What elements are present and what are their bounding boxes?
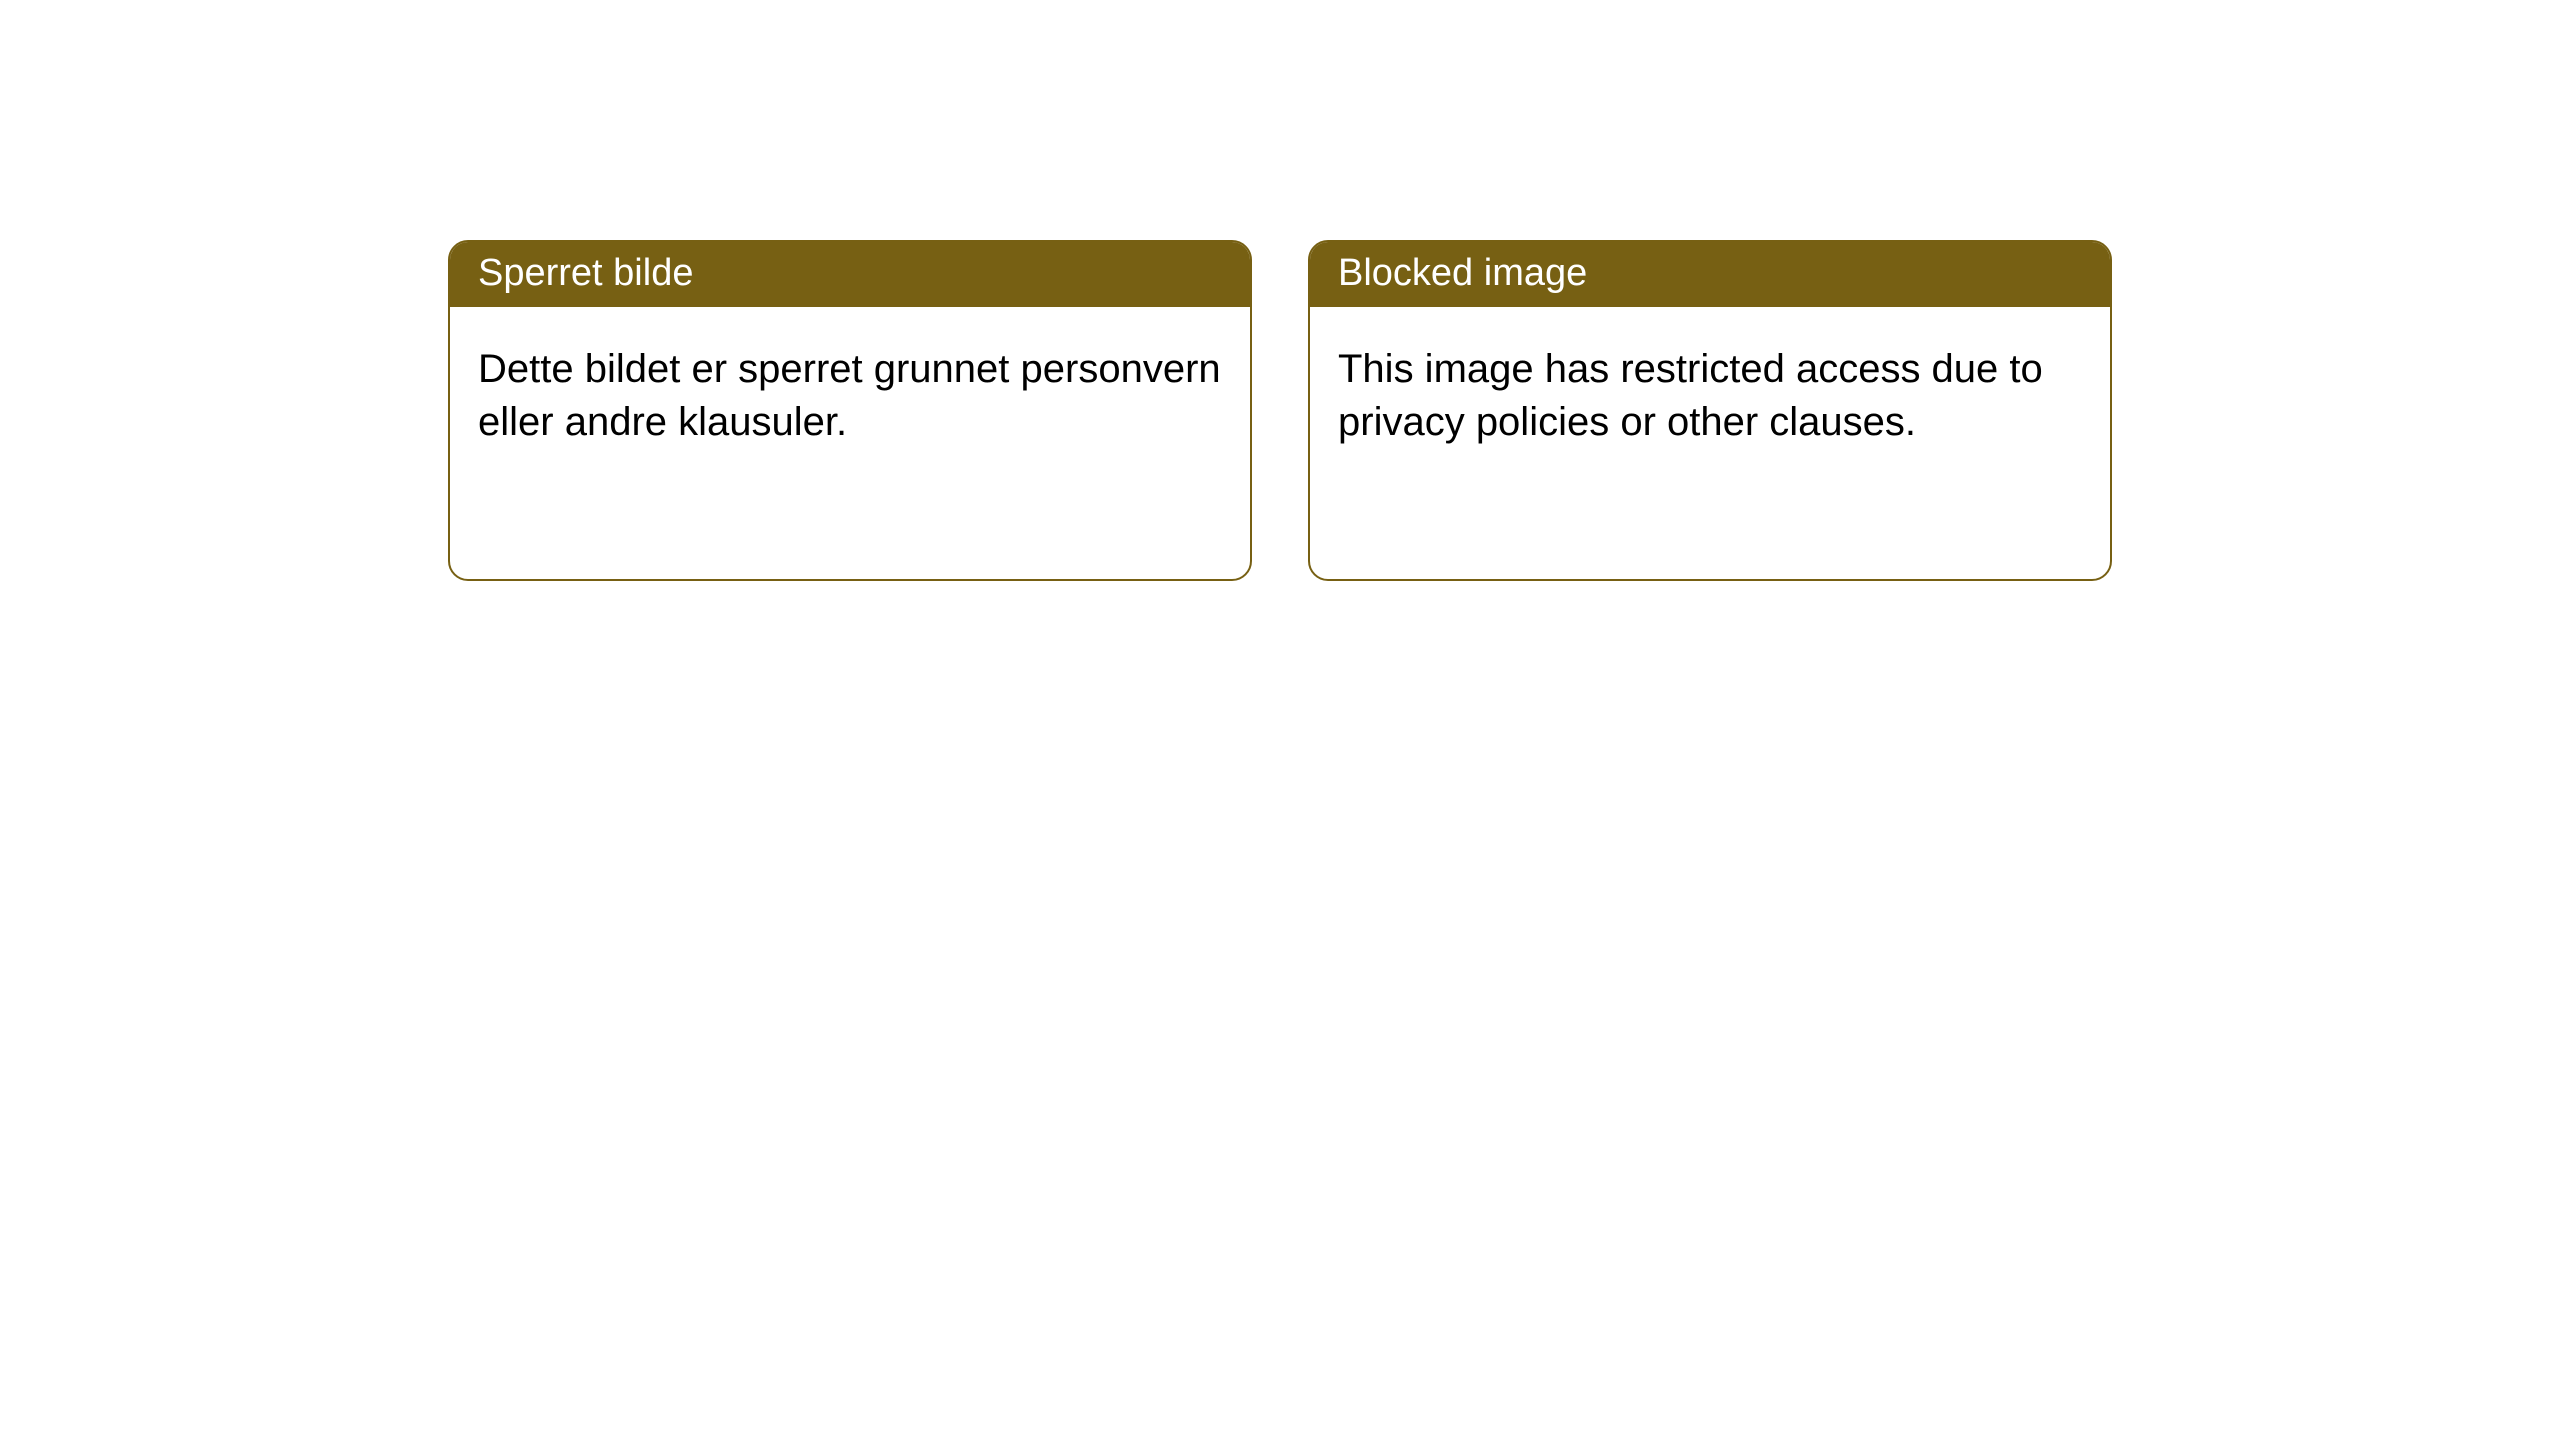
- notice-card-body: Dette bildet er sperret grunnet personve…: [450, 307, 1250, 579]
- notice-card-title: Sperret bilde: [450, 242, 1250, 307]
- notice-card-english: Blocked image This image has restricted …: [1308, 240, 2112, 581]
- notice-card-title: Blocked image: [1310, 242, 2110, 307]
- notice-card-message: This image has restricted access due to …: [1338, 343, 2082, 449]
- notice-card-message: Dette bildet er sperret grunnet personve…: [478, 343, 1222, 449]
- notice-cards-container: Sperret bilde Dette bildet er sperret gr…: [0, 0, 2560, 581]
- notice-card-norwegian: Sperret bilde Dette bildet er sperret gr…: [448, 240, 1252, 581]
- notice-card-body: This image has restricted access due to …: [1310, 307, 2110, 579]
